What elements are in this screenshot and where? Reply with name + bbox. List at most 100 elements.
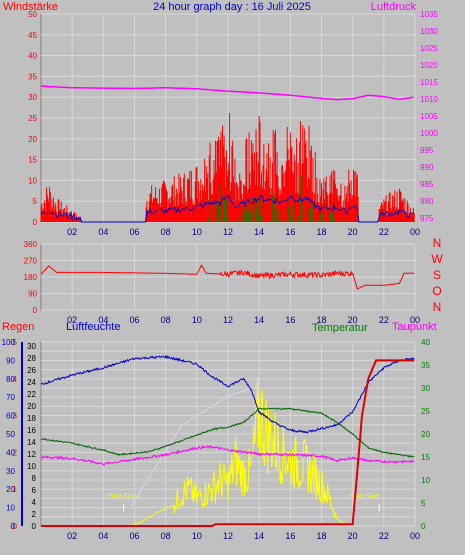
panel3-x-tick: 12 xyxy=(223,531,233,541)
panel3-x-tick: 22 xyxy=(379,531,389,541)
temperature-tick: 22 xyxy=(27,390,36,399)
humidity-tick: 30 xyxy=(6,467,15,476)
right-tick: 30 xyxy=(421,384,430,393)
compass-label: N xyxy=(433,236,442,250)
panel2-x-tick: 12 xyxy=(223,315,233,325)
panel1-left-tick: 40 xyxy=(28,52,37,61)
temperature-tick: 14 xyxy=(27,438,36,447)
panel1-left-tick: 45 xyxy=(28,31,37,40)
temperature-line xyxy=(40,407,415,458)
header-left-title: Windstärke xyxy=(3,1,58,13)
compass-label: W xyxy=(431,252,443,266)
rain-tick: 1 xyxy=(13,485,18,494)
panel1-x-tick: 12 xyxy=(223,227,233,237)
panel1-x-tick: 00 xyxy=(410,227,420,237)
temperature-tick: 16 xyxy=(27,426,36,435)
panel1-x-tick: 10 xyxy=(192,227,202,237)
right-tick: 20 xyxy=(421,430,430,439)
sunshine-line xyxy=(131,378,353,527)
humidity-tick: 50 xyxy=(6,430,15,439)
temperature-tick: 10 xyxy=(27,462,36,471)
panel2-x-tick: 04 xyxy=(98,315,108,325)
label-humidity: Luftfeuchte xyxy=(66,321,120,333)
compass-label: O xyxy=(432,284,441,298)
panel1-right-tick: 980 xyxy=(420,197,434,206)
panel3-x-tick: 08 xyxy=(161,531,171,541)
wind-direction-line xyxy=(40,264,415,290)
panel1-x-tick: 04 xyxy=(98,227,108,237)
panel1-x-tick: 08 xyxy=(161,227,171,237)
panel3-x-tick: 10 xyxy=(192,531,202,541)
panel1-x-tick: 02 xyxy=(67,227,77,237)
temperature-tick: 12 xyxy=(27,450,36,459)
temperature-tick: 2 xyxy=(32,510,37,519)
right-tick: 5 xyxy=(421,499,426,508)
panel3-x-tick: 04 xyxy=(98,531,108,541)
panel1-x-tick: 22 xyxy=(379,227,389,237)
panel2-x-tick: 00 xyxy=(410,315,420,325)
panel2-x-tick: 02 xyxy=(67,315,77,325)
panel1-right-tick: 1035 xyxy=(420,10,438,19)
panel1-left-tick: 50 xyxy=(28,10,37,19)
header-right-title: Luftdruck xyxy=(371,1,417,13)
label-rain: Regen xyxy=(2,321,34,333)
compass-label: S xyxy=(433,268,441,282)
panel1-right-tick: 985 xyxy=(420,180,434,189)
humidity-tick: 40 xyxy=(6,448,15,457)
panel1-right-tick: 1000 xyxy=(420,129,438,138)
humidity-tick: 90 xyxy=(6,356,15,365)
humidity-line xyxy=(40,354,415,434)
panel1-x-tick: 14 xyxy=(254,227,264,237)
panel1-right-tick: 1015 xyxy=(420,78,438,87)
rain-line xyxy=(41,359,415,527)
humidity-tick: 0 xyxy=(11,522,16,531)
rain-tick: 4 xyxy=(13,375,18,384)
panel3-x-tick: 20 xyxy=(348,531,358,541)
panel2-x-tick: 10 xyxy=(192,315,202,325)
panel1-right-tick: 1010 xyxy=(420,95,438,104)
rain-tick: 3 xyxy=(13,412,18,421)
label-sunrise: Sun Rise xyxy=(108,492,141,501)
panel1-left-tick: 10 xyxy=(28,176,37,185)
panel3-x-tick: 00 xyxy=(410,531,420,541)
humidity-tick: 100 xyxy=(2,338,16,347)
panel2-x-tick: 06 xyxy=(129,315,139,325)
right-tick: 10 xyxy=(421,476,430,485)
label-temperature: Temperatur xyxy=(312,322,368,334)
panel2-left-tick: 180 xyxy=(24,273,38,282)
panel2-x-tick: 08 xyxy=(161,315,171,325)
panel3-x-tick: 18 xyxy=(316,531,326,541)
temperature-tick: 4 xyxy=(32,498,37,507)
panel1-right-tick: 975 xyxy=(420,214,434,223)
panel2-x-tick: 22 xyxy=(379,315,389,325)
panel3-x-tick: 16 xyxy=(285,531,295,541)
panel1-left-tick: 20 xyxy=(28,135,37,144)
humidity-tick: 60 xyxy=(6,412,15,421)
humidity-tick: 20 xyxy=(6,485,15,494)
panel1-right-tick: 995 xyxy=(420,146,434,155)
right-tick: 0 xyxy=(421,522,426,531)
panel1-right-tick: 990 xyxy=(420,163,434,172)
temperature-tick: 26 xyxy=(27,366,36,375)
panel2-x-tick: 20 xyxy=(348,315,358,325)
panel3-x-tick: 02 xyxy=(67,531,77,541)
temperature-tick: 28 xyxy=(27,354,36,363)
temperature-tick: 18 xyxy=(27,414,36,423)
panel1-x-tick: 18 xyxy=(316,227,326,237)
humidity-tick: 70 xyxy=(6,393,15,402)
right-tick: 25 xyxy=(421,407,430,416)
header-center-title: 24 hour graph day : 16 Juli 2025 xyxy=(153,1,311,13)
panel2-left-tick: 0 xyxy=(33,306,38,315)
panel2-left-tick: 360 xyxy=(24,240,38,249)
temperature-tick: 30 xyxy=(27,342,36,351)
panel1-x-tick: 06 xyxy=(129,227,139,237)
temperature-tick: 0 xyxy=(32,522,37,531)
temperature-tick: 6 xyxy=(32,486,37,495)
solar-ghost-line xyxy=(130,385,260,507)
panel3-x-tick: 06 xyxy=(129,531,139,541)
panel1-x-tick: 20 xyxy=(348,227,358,237)
right-tick: 35 xyxy=(421,361,430,370)
panel1-right-tick: 1025 xyxy=(420,44,438,53)
panel1-right-tick: 1005 xyxy=(420,112,438,121)
